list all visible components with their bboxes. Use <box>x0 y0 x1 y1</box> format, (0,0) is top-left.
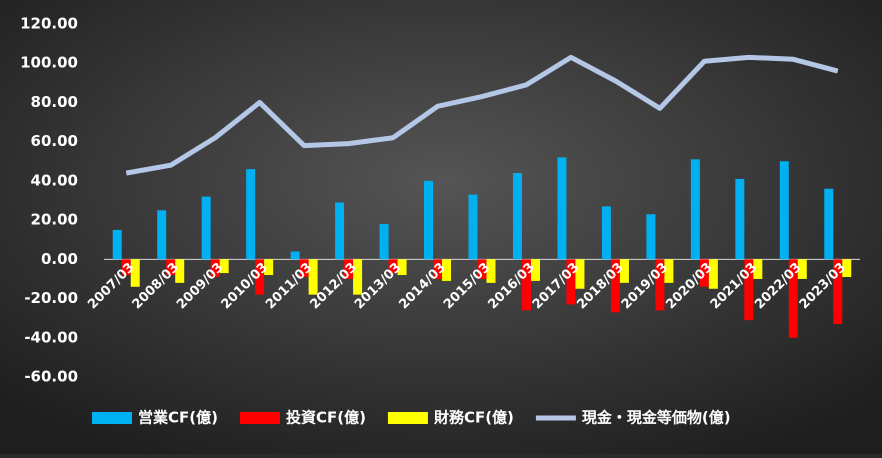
bar <box>797 259 807 279</box>
bar <box>824 188 834 260</box>
y-tick-label: 0.00 <box>41 250 78 268</box>
bar <box>299 259 309 277</box>
bar <box>175 259 185 283</box>
bar <box>424 180 434 260</box>
y-tick-label: -20.00 <box>24 289 78 307</box>
legend-swatch <box>92 412 132 424</box>
bar <box>512 173 522 260</box>
bar <box>566 259 576 305</box>
bar <box>690 159 700 260</box>
bar <box>575 259 585 289</box>
bar <box>486 259 496 283</box>
bar <box>442 259 452 281</box>
y-tick-label: -60.00 <box>24 368 78 386</box>
bar <box>112 229 122 260</box>
bar <box>255 259 265 295</box>
bar <box>353 259 363 295</box>
bar <box>664 259 674 283</box>
bar <box>735 178 745 260</box>
y-tick-label: 120.00 <box>20 15 78 33</box>
bar <box>744 259 754 321</box>
bar <box>699 259 709 287</box>
bar <box>468 194 478 260</box>
bar <box>753 259 763 279</box>
bar <box>388 259 398 274</box>
legend-label: 現金・現金等価物(億) <box>582 409 731 427</box>
bar <box>433 259 443 279</box>
legend-swatch <box>387 412 428 424</box>
bar <box>379 224 389 260</box>
bar <box>210 259 220 277</box>
bar <box>308 259 318 295</box>
bar <box>344 259 354 279</box>
y-tick-label: 100.00 <box>20 54 78 72</box>
bar <box>779 161 789 260</box>
bar <box>397 259 407 276</box>
bar <box>610 259 620 313</box>
bar <box>477 259 487 279</box>
bar <box>121 259 131 276</box>
bar <box>166 259 176 276</box>
bar <box>557 157 567 260</box>
bar <box>655 259 665 311</box>
bar <box>201 196 211 260</box>
bar <box>246 169 256 260</box>
bar <box>335 202 345 260</box>
bar <box>646 214 656 260</box>
bar <box>530 259 540 281</box>
bar <box>788 259 798 338</box>
bar <box>833 259 843 325</box>
line <box>125 54 839 176</box>
y-tick-label: 40.00 <box>31 171 78 189</box>
bar <box>708 259 718 289</box>
bar <box>521 259 531 311</box>
y-tick-label: -40.00 <box>24 328 78 346</box>
bar <box>264 259 274 276</box>
bar <box>290 251 300 260</box>
bar <box>130 259 140 287</box>
y-tick-label: 80.00 <box>31 93 78 111</box>
bar <box>601 206 611 260</box>
legend-swatch <box>239 412 280 424</box>
legend-label: 営業CF(億) <box>138 409 218 427</box>
legend-label: 投資CF(億) <box>286 409 366 427</box>
y-tick-label: 20.00 <box>31 211 78 229</box>
legend-label: 財務CF(億) <box>433 409 514 427</box>
bar <box>219 259 229 274</box>
bar <box>619 259 629 283</box>
bar <box>157 210 167 260</box>
y-tick-label: 60.00 <box>31 132 78 150</box>
bar <box>842 259 852 277</box>
